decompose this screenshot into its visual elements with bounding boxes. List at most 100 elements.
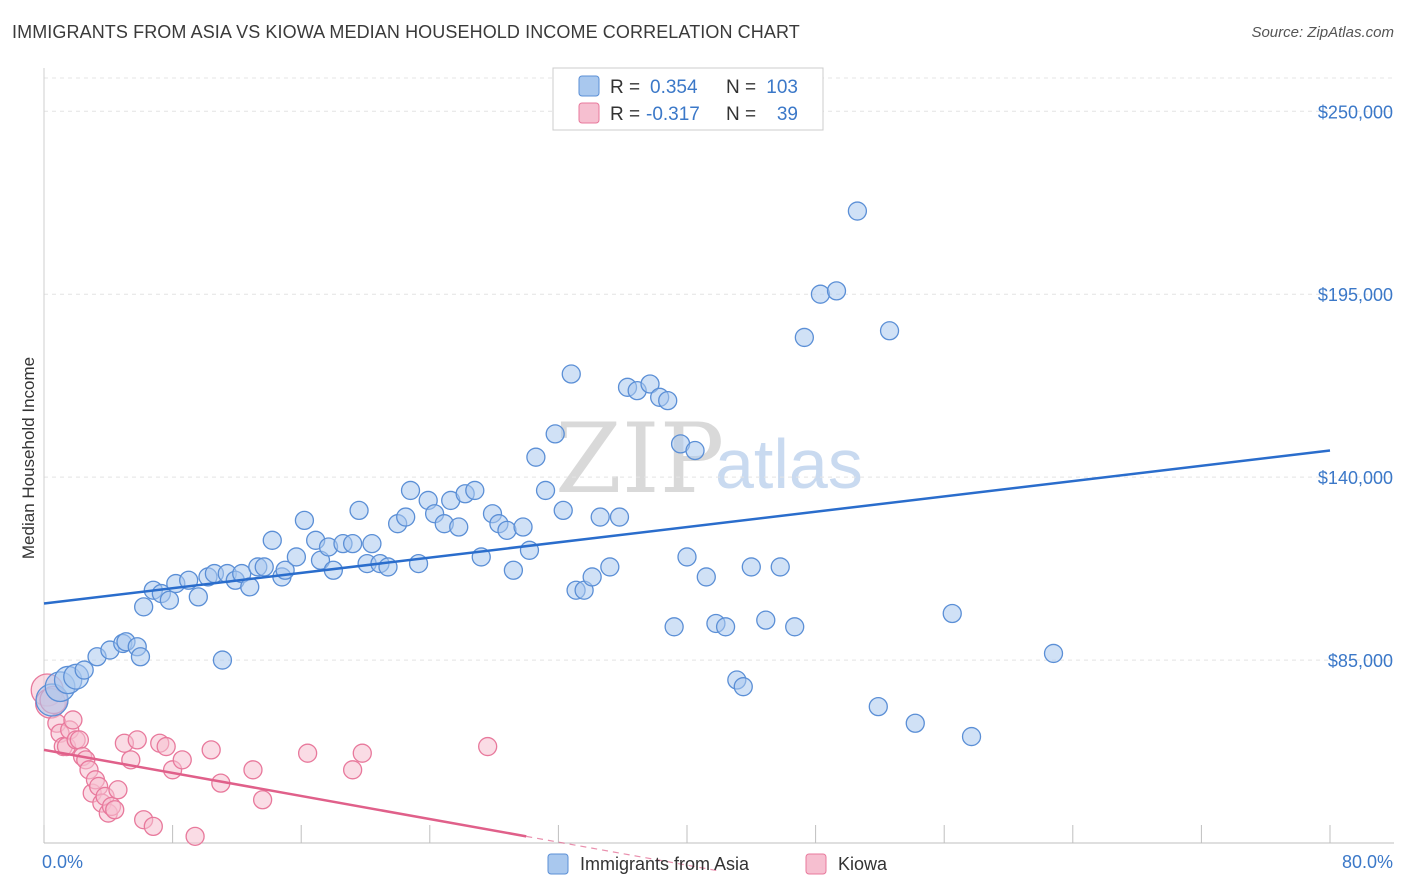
asia-point-58 bbox=[503, 560, 524, 580]
series-legend-swatch-asia bbox=[547, 853, 569, 875]
kiowa-point-21 bbox=[105, 800, 125, 820]
legend-r-value-asia: 0.354 bbox=[650, 77, 698, 98]
kiowa-point-31 bbox=[172, 750, 192, 770]
asia-point-11 bbox=[134, 597, 154, 617]
asia-point-44 bbox=[396, 507, 416, 527]
asia-point-89 bbox=[785, 617, 805, 637]
asia-point-92 bbox=[826, 281, 847, 301]
y-tick-label-1: $140,000 bbox=[1318, 468, 1393, 488]
asia-point-93 bbox=[847, 201, 868, 221]
asia-point-59 bbox=[513, 517, 533, 537]
asia-trend-line bbox=[43, 449, 1331, 605]
kiowa-point-22 bbox=[108, 780, 128, 800]
kiowa-point-39 bbox=[352, 743, 372, 763]
asia-point-96 bbox=[905, 713, 925, 733]
asia-point-90 bbox=[794, 327, 814, 348]
asia-point-98 bbox=[961, 726, 982, 747]
y-tick-label-0: $85,000 bbox=[1328, 651, 1393, 671]
asia-point-63 bbox=[545, 424, 565, 444]
asia-point-80 bbox=[685, 440, 705, 461]
asia-point-57 bbox=[497, 520, 517, 540]
asia-point-77 bbox=[664, 617, 684, 637]
legend-r-label-kiowa: R = bbox=[610, 104, 640, 125]
kiowa-point-27 bbox=[143, 816, 163, 837]
series-legend-swatch-kiowa bbox=[805, 853, 827, 875]
asia-point-53 bbox=[465, 480, 485, 501]
asia-point-31 bbox=[294, 510, 315, 531]
chart-source: Source: ZipAtlas.com bbox=[1251, 24, 1394, 41]
asia-point-61 bbox=[526, 447, 546, 467]
chart-title: IMMIGRANTS FROM ASIA VS KIOWA MEDIAN HOU… bbox=[12, 22, 800, 42]
asia-points bbox=[35, 201, 1064, 747]
kiowa-point-36 bbox=[252, 790, 273, 810]
kiowa-point-35 bbox=[243, 760, 263, 780]
asia-point-64 bbox=[553, 500, 573, 521]
y-tick-label-2: $195,000 bbox=[1318, 285, 1393, 305]
asia-point-76 bbox=[658, 390, 678, 411]
kiowa-point-10 bbox=[69, 730, 90, 750]
asia-point-14 bbox=[159, 590, 180, 610]
correlation-legend: R = 0.354 N = 103 R = -0.317 N = 39 bbox=[552, 67, 824, 131]
asia-point-20 bbox=[212, 650, 233, 670]
asia-point-88 bbox=[770, 557, 790, 577]
series-legend-label-asia: Immigrants from Asia bbox=[580, 854, 750, 874]
asia-point-69 bbox=[590, 507, 610, 527]
asia-point-70 bbox=[600, 557, 620, 577]
asia-point-37 bbox=[342, 534, 363, 554]
y-tick-label-3: $250,000 bbox=[1318, 102, 1393, 122]
asia-point-40 bbox=[362, 534, 382, 554]
asia-point-87 bbox=[756, 610, 776, 630]
asia-point-81 bbox=[696, 567, 716, 587]
legend-r-label-asia: R = bbox=[610, 77, 640, 98]
kiowa-point-33 bbox=[201, 740, 221, 760]
asia-point-65 bbox=[561, 364, 581, 384]
asia-point-10 bbox=[130, 647, 151, 667]
watermark-atlas: atlas bbox=[715, 425, 863, 503]
asia-point-99 bbox=[1043, 643, 1064, 664]
series-legend: Immigrants from Asia Kiowa bbox=[547, 853, 888, 875]
asia-point-27 bbox=[262, 530, 282, 550]
asia-point-97 bbox=[942, 603, 962, 624]
series-legend-label-kiowa: Kiowa bbox=[838, 854, 888, 874]
legend-n-value-kiowa: 39 bbox=[777, 104, 798, 125]
kiowa-point-38 bbox=[342, 760, 363, 780]
watermark: ZIP atlas bbox=[555, 403, 863, 515]
asia-point-74 bbox=[640, 374, 660, 394]
legend-swatch-kiowa bbox=[578, 102, 600, 124]
asia-point-38 bbox=[349, 500, 369, 521]
legend-n-value-asia: 103 bbox=[766, 77, 798, 98]
legend-n-label-kiowa: N = bbox=[726, 104, 756, 125]
asia-point-51 bbox=[449, 517, 469, 537]
legend-r-value-kiowa: -0.317 bbox=[646, 104, 700, 125]
kiowa-point-37 bbox=[297, 743, 318, 763]
asia-point-71 bbox=[609, 507, 630, 527]
asia-point-17 bbox=[188, 587, 208, 607]
x-tick-label-max: 80.0% bbox=[1342, 852, 1393, 872]
asia-point-45 bbox=[400, 480, 421, 501]
y-axis-label: Median Household Income bbox=[19, 357, 38, 559]
asia-point-30 bbox=[286, 547, 307, 567]
kiowa-point-25 bbox=[127, 730, 147, 750]
asia-point-68 bbox=[582, 567, 602, 587]
kiowa-point-40 bbox=[478, 736, 498, 757]
kiowa-point-8 bbox=[63, 710, 83, 730]
asia-point-62 bbox=[535, 480, 556, 501]
asia-point-94 bbox=[868, 696, 888, 717]
asia-point-83 bbox=[715, 617, 736, 637]
legend-swatch-asia bbox=[578, 75, 600, 97]
asia-point-91 bbox=[810, 284, 831, 304]
asia-point-79 bbox=[677, 547, 697, 567]
trend-lines bbox=[43, 449, 1331, 872]
asia-point-4 bbox=[74, 660, 94, 680]
asia-point-95 bbox=[879, 321, 900, 341]
kiowa-trend-line bbox=[43, 748, 527, 838]
legend-n-label-asia: N = bbox=[726, 77, 756, 98]
y-axis-tick-labels: $85,000 $140,000 $195,000 $250,000 bbox=[1318, 102, 1393, 671]
kiowa-point-29 bbox=[156, 736, 176, 757]
asia-point-86 bbox=[741, 557, 761, 577]
x-tick-label-min: 0.0% bbox=[42, 852, 83, 872]
kiowa-point-32 bbox=[185, 826, 205, 846]
asia-point-26 bbox=[254, 557, 274, 577]
